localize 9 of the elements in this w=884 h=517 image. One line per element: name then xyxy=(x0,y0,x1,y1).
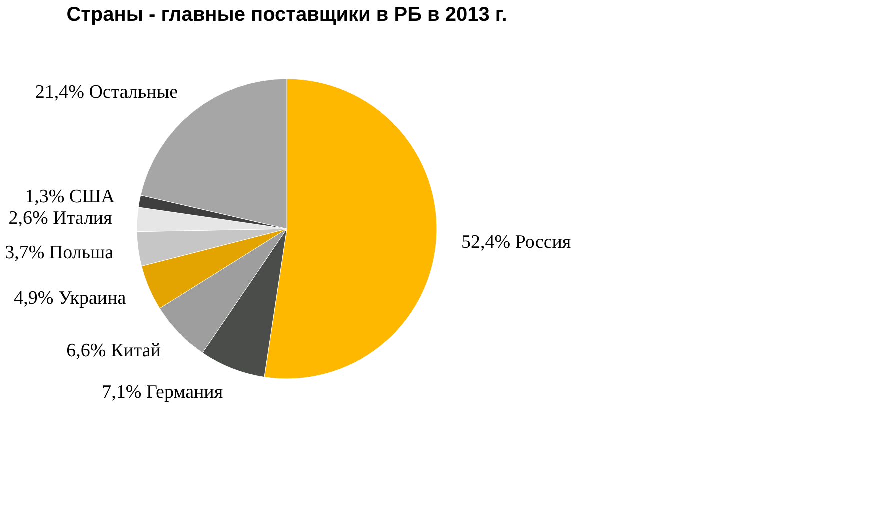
slice-label: 52,4% Россия xyxy=(462,232,572,254)
slice-label: 6,6% Китай xyxy=(66,340,161,362)
slice-label: 7,1% Германия xyxy=(102,382,224,403)
slice-label: 4,9% Украина xyxy=(14,288,127,309)
slice-label: 21,4% Остальные xyxy=(35,82,178,104)
slice-label: 2,6% Италия xyxy=(8,208,113,230)
slice-label: 3,7% Польша xyxy=(5,242,114,264)
slice-label: 1,3% США xyxy=(25,186,116,208)
chart-title: Страны - главные поставщики в РБ в 2013 г. xyxy=(66,4,508,26)
